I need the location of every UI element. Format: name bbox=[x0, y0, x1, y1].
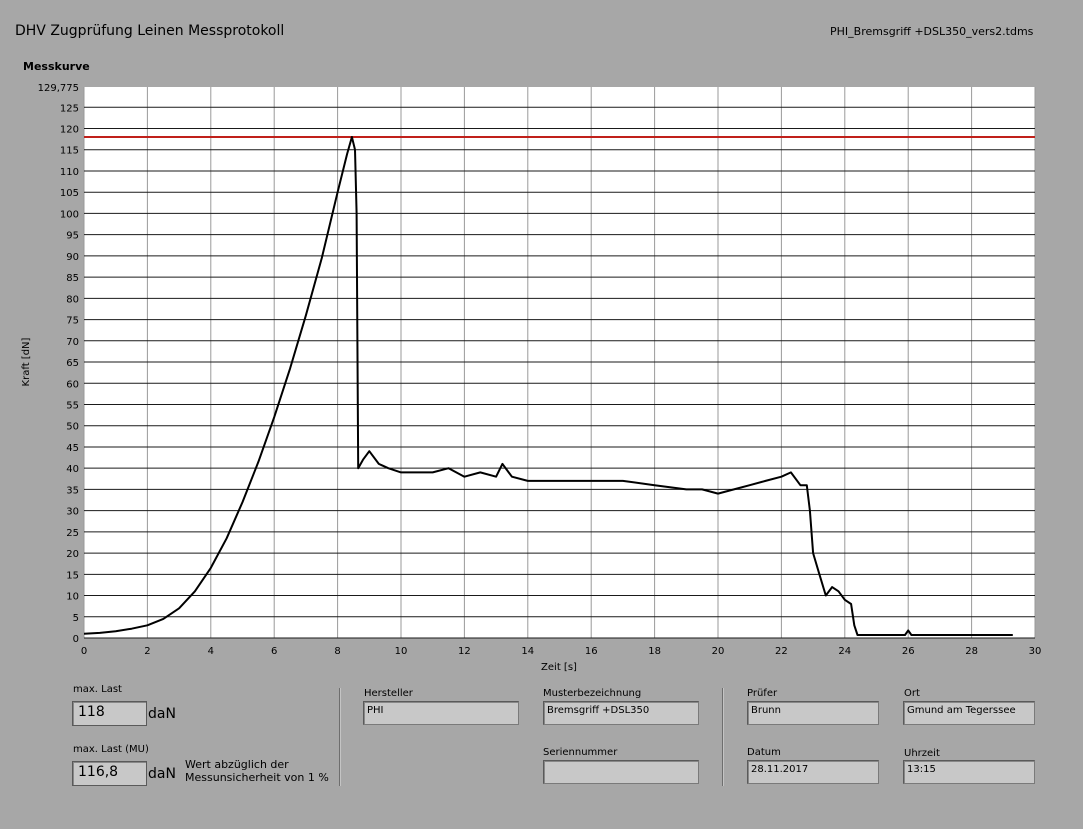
page-title: DHV Zugprüfung Leinen Messprotokoll bbox=[15, 23, 285, 39]
series-line bbox=[83, 136, 1013, 636]
y-tick-label: 40 bbox=[66, 464, 79, 475]
y-tick-label: 90 bbox=[66, 252, 79, 263]
y-tick-label: 105 bbox=[60, 188, 79, 199]
separator bbox=[722, 688, 724, 786]
max-load-field[interactable]: 118 bbox=[72, 701, 147, 726]
x-tick-label: 24 bbox=[838, 646, 851, 657]
uncertainty-note: Wert abzüglich der Messunsicherheit von … bbox=[185, 758, 329, 784]
date-label: Datum bbox=[747, 747, 781, 758]
tester-field[interactable]: Brunn bbox=[747, 701, 879, 725]
y-tick-label: 65 bbox=[66, 358, 79, 369]
model-label: Musterbezeichnung bbox=[543, 688, 642, 699]
serial-label: Seriennummer bbox=[543, 747, 618, 758]
y-tick-label: 95 bbox=[66, 231, 79, 242]
x-tick-label: 30 bbox=[1029, 646, 1042, 657]
y-tick-label: 55 bbox=[66, 400, 79, 411]
y-tick-label: 45 bbox=[66, 443, 79, 454]
max-load-unit: daN bbox=[148, 706, 176, 722]
manufacturer-field[interactable]: PHI bbox=[363, 701, 519, 725]
x-tick-label: 6 bbox=[271, 646, 277, 657]
y-tick-label: 20 bbox=[66, 549, 79, 560]
force-time-chart: 0510152025303540455055606570758085909510… bbox=[21, 83, 1042, 673]
y-tick-label: 70 bbox=[66, 337, 79, 348]
x-tick-label: 18 bbox=[648, 646, 661, 657]
time-field[interactable]: 13:15 bbox=[903, 760, 1035, 784]
y-tick-label: 115 bbox=[60, 146, 79, 157]
max-load-label: max. Last bbox=[73, 684, 122, 695]
separator bbox=[339, 688, 341, 786]
x-tick-label: 20 bbox=[712, 646, 725, 657]
y-axis-label: Kraft [dN] bbox=[21, 337, 32, 386]
location-label: Ort bbox=[904, 688, 920, 699]
max-load-mu-unit: daN bbox=[148, 766, 176, 782]
x-tick-label: 12 bbox=[458, 646, 471, 657]
x-tick-label: 0 bbox=[81, 646, 87, 657]
y-tick-label: 50 bbox=[66, 422, 79, 433]
y-tick-label: 85 bbox=[66, 273, 79, 284]
y-tick-label: 75 bbox=[66, 316, 79, 327]
y-tick-label: 5 bbox=[73, 613, 79, 624]
y-tick-label: 110 bbox=[60, 167, 79, 178]
y-tick-label: 120 bbox=[60, 125, 79, 136]
file-name: PHI_Bremsgriff +DSL350_vers2.tdms bbox=[830, 25, 1034, 38]
y-tick-label: 80 bbox=[66, 294, 79, 305]
x-tick-label: 8 bbox=[334, 646, 340, 657]
y-tick-label: 100 bbox=[60, 209, 79, 220]
time-label: Uhrzeit bbox=[904, 748, 940, 759]
y-tick-label: 125 bbox=[60, 103, 79, 114]
x-tick-label: 16 bbox=[585, 646, 598, 657]
y-tick-label: 35 bbox=[66, 485, 79, 496]
x-tick-label: 22 bbox=[775, 646, 788, 657]
max-load-mu-field[interactable]: 116,8 bbox=[72, 761, 147, 786]
serial-field[interactable] bbox=[543, 760, 699, 784]
max-load-mu-label: max. Last (MU) bbox=[73, 744, 149, 755]
x-axis-label: Zeit [s] bbox=[541, 662, 577, 673]
y-tick-label: 25 bbox=[66, 528, 79, 539]
x-tick-label: 28 bbox=[965, 646, 978, 657]
plot-title: Messkurve bbox=[23, 60, 90, 73]
x-tick-label: 2 bbox=[144, 646, 150, 657]
manufacturer-label: Hersteller bbox=[364, 688, 413, 699]
tester-label: Prüfer bbox=[747, 688, 778, 699]
y-tick-label: 60 bbox=[66, 379, 79, 390]
date-field[interactable]: 28.11.2017 bbox=[747, 760, 879, 784]
x-tick-label: 4 bbox=[208, 646, 214, 657]
y-tick-label: 15 bbox=[66, 570, 79, 581]
x-tick-label: 26 bbox=[902, 646, 915, 657]
y-tick-label: 10 bbox=[66, 592, 79, 603]
model-field[interactable]: Bremsgriff +DSL350 bbox=[543, 701, 699, 725]
x-tick-label: 10 bbox=[395, 646, 408, 657]
y-tick-label-top: 129,775 bbox=[38, 83, 79, 94]
location-field[interactable]: Gmund am Tegerssee bbox=[903, 701, 1035, 725]
x-tick-label: 14 bbox=[521, 646, 534, 657]
y-tick-label: 0 bbox=[73, 634, 79, 645]
y-tick-label: 30 bbox=[66, 507, 79, 518]
